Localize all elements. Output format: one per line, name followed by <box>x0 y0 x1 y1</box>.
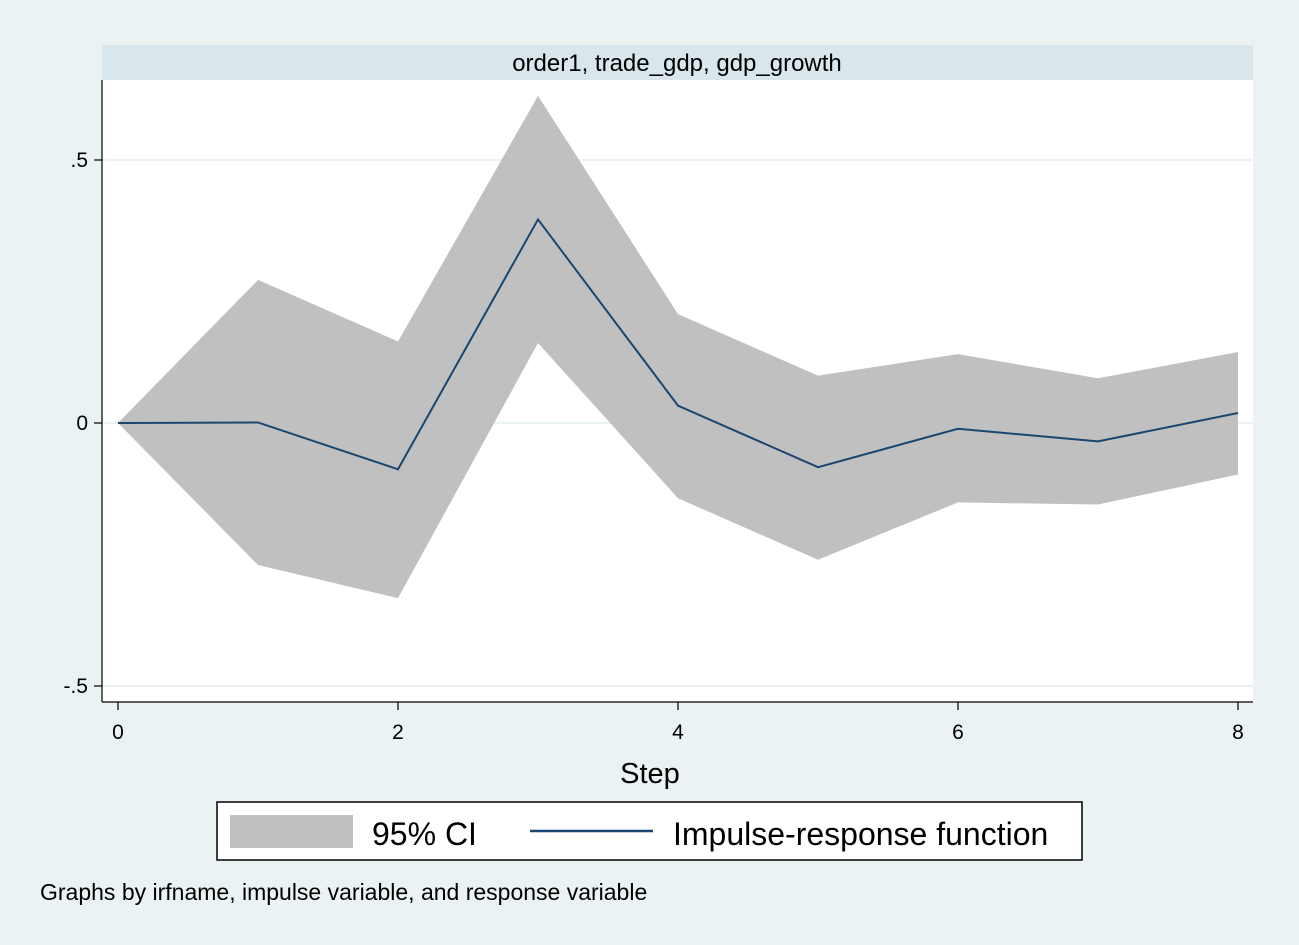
y-tick-label-0: .5 <box>70 149 88 172</box>
x-ticks: 0 2 4 6 8 <box>112 702 1244 744</box>
y-ticks: .5 0 -.5 <box>63 149 102 698</box>
legend-ci-swatch <box>230 815 353 848</box>
graph-note: Graphs by irfname, impulse variable, and… <box>40 879 647 905</box>
panel-title-strip <box>102 45 1253 80</box>
panel-title: order1, trade_gdp, gdp_growth <box>512 50 842 77</box>
y-tick-label-1: 0 <box>76 412 88 435</box>
y-tick-label-2: -.5 <box>63 675 88 698</box>
legend-irf-label: Impulse-response function <box>673 816 1048 852</box>
legend-ci-label: 95% CI <box>372 816 477 852</box>
x-tick-label-4: 8 <box>1232 721 1244 744</box>
x-tick-label-1: 2 <box>392 721 404 744</box>
irf-line-layer <box>117 217 1239 471</box>
ci-band-layer <box>118 95 1238 599</box>
legend: 95% CI Impulse-response function <box>216 801 1083 861</box>
x-tick-label-2: 4 <box>672 721 684 744</box>
ci-band <box>118 95 1238 599</box>
x-tick-label-0: 0 <box>112 721 124 744</box>
x-tick-label-3: 6 <box>952 721 964 744</box>
x-axis-title: Step <box>620 758 680 790</box>
